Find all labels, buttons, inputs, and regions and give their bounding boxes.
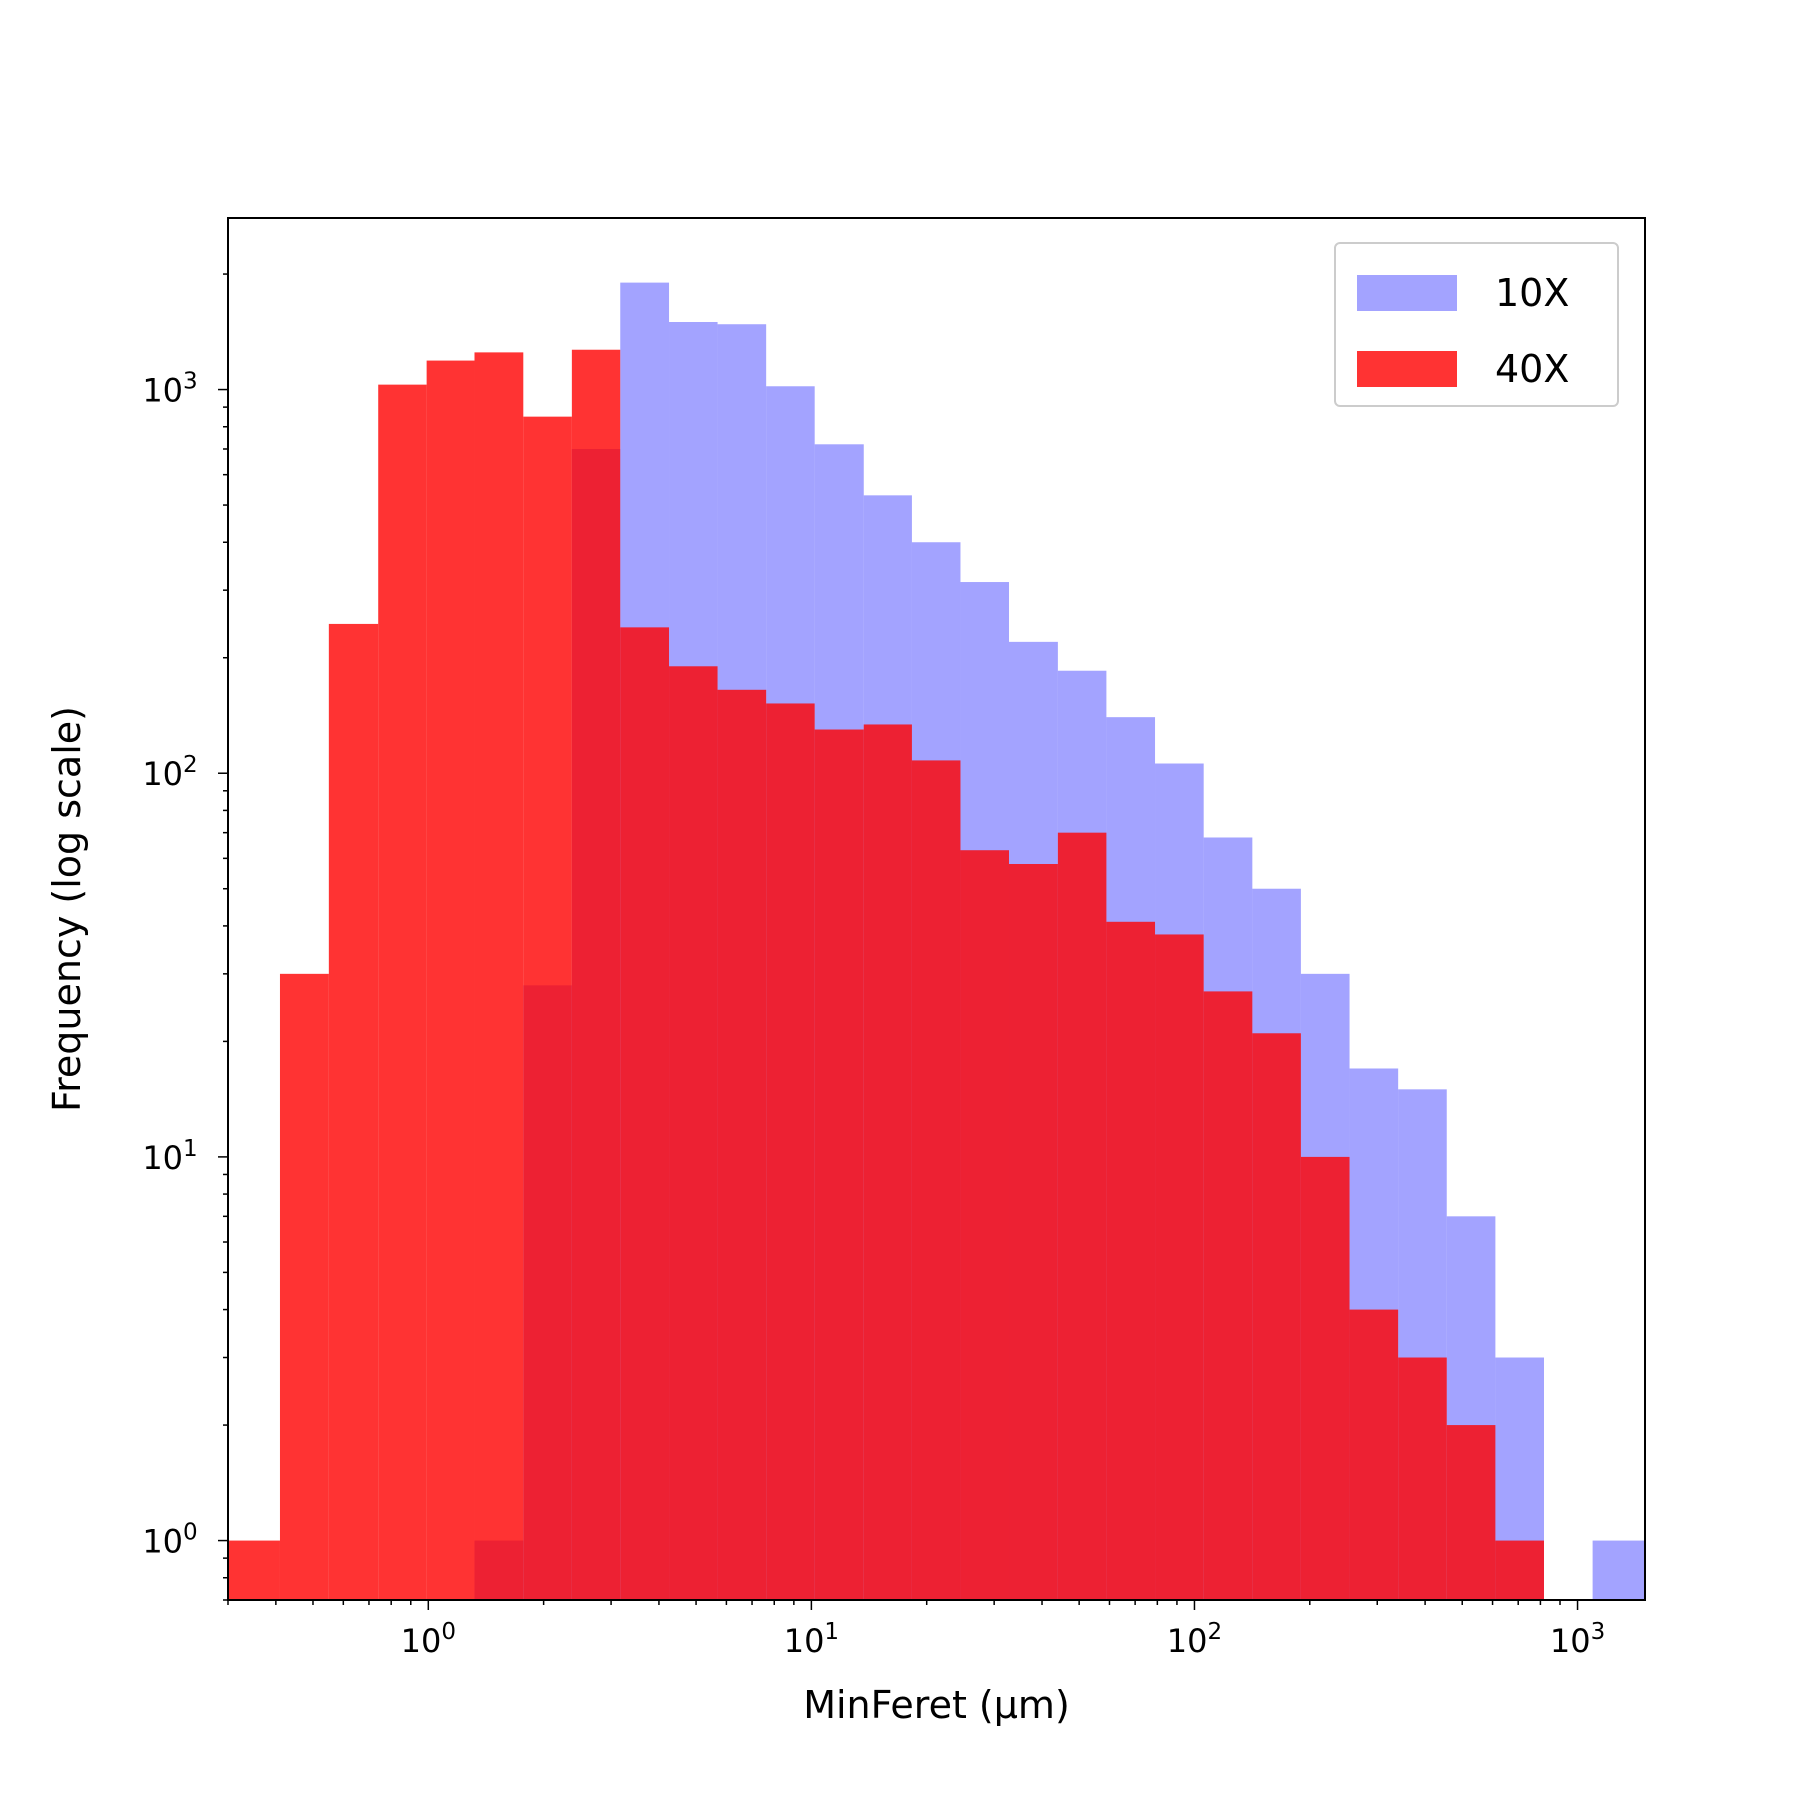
- y-tick-label: 103: [142, 369, 197, 410]
- bar-40x-22: [1300, 1156, 1350, 1600]
- bar-40x-7: [571, 349, 621, 1601]
- bar-40x-6: [523, 416, 572, 1600]
- bar-40x-5: [474, 352, 524, 1601]
- bar-40x-4: [426, 360, 475, 1600]
- x-axis-label: MinFeret (µm): [803, 1683, 1070, 1727]
- series-40x-bars: [228, 349, 1544, 1601]
- bar-40x-21: [1252, 1033, 1301, 1600]
- y-tick-label: 100: [142, 1520, 197, 1561]
- x-tick-label: 102: [1167, 1619, 1222, 1660]
- legend-label-40x: 40X: [1495, 347, 1569, 391]
- bar-40x-13: [863, 724, 912, 1600]
- y-axis: 100 101 102 103: [142, 273, 228, 1601]
- bar-40x-3: [378, 384, 427, 1600]
- bar-40x-0: [228, 1540, 280, 1600]
- bar-40x-25: [1446, 1425, 1496, 1600]
- bar-40x-24: [1398, 1357, 1447, 1600]
- bar-40x-19: [1155, 934, 1204, 1600]
- bar-40x-17: [1057, 832, 1107, 1600]
- bar-40x-9: [669, 666, 718, 1600]
- bar-40x-26: [1495, 1540, 1544, 1600]
- bar-40x-16: [1009, 863, 1058, 1600]
- bar-40x-18: [1106, 921, 1156, 1600]
- bar-40x-15: [960, 850, 1010, 1600]
- legend-label-10x: 10X: [1495, 271, 1569, 315]
- bar-40x-8: [620, 627, 670, 1600]
- bar-40x-10: [717, 689, 767, 1600]
- bar-40x-2: [328, 623, 379, 1600]
- bar-40x-14: [911, 760, 961, 1600]
- bar-40x-23: [1349, 1309, 1399, 1600]
- y-tick-label: 102: [142, 752, 197, 793]
- bar-10x-23: [1592, 1540, 1645, 1600]
- legend-swatch-40x: [1357, 351, 1457, 387]
- x-axis: 100 101 102 103: [227, 1600, 1605, 1660]
- plot-area-frame: [227, 217, 1646, 1601]
- x-tick-label: 103: [1550, 1619, 1605, 1660]
- bar-40x-20: [1203, 991, 1253, 1600]
- x-tick-label: 100: [401, 1619, 456, 1660]
- bar-40x-12: [814, 729, 864, 1600]
- x-tick-label: 101: [784, 1619, 839, 1660]
- bar-40x-1: [279, 973, 329, 1600]
- y-axis-label: Frequency (log scale): [45, 706, 89, 1112]
- legend: 10X 40X: [1334, 242, 1619, 407]
- bar-40x-11: [766, 703, 815, 1600]
- legend-swatch-10x: [1357, 275, 1457, 311]
- y-tick-label: 101: [142, 1136, 197, 1177]
